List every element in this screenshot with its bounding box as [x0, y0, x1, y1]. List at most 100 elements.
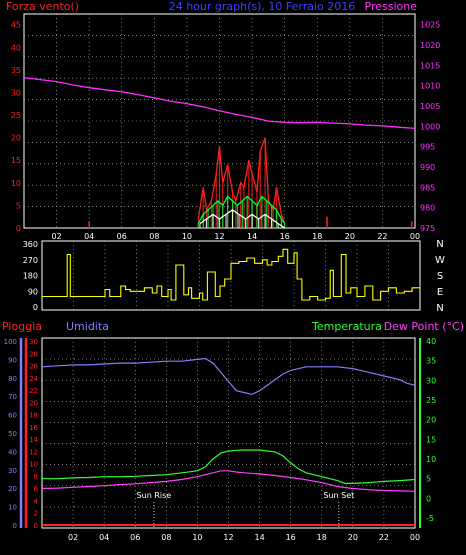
humidity-tick-label: 50 — [8, 430, 17, 438]
sun-marker-label: Sun Rise — [137, 491, 172, 500]
temp-tick-label: 25 — [426, 396, 436, 405]
x-tick-label: 18 — [312, 232, 322, 241]
humidity-label: Umidita — [66, 320, 109, 333]
wind-gust-line — [199, 209, 286, 229]
x-tick-label: 14 — [247, 232, 257, 241]
direction-tick-label: 180 — [23, 272, 38, 281]
dew-point-line — [41, 470, 416, 492]
x-tick-label: 10 — [192, 533, 202, 542]
pressure-tick-label: 1000 — [420, 122, 440, 131]
direction-tick-label: 360 — [23, 240, 38, 249]
x-tick-label: 18 — [317, 533, 327, 542]
temp-tick-label: 5 — [426, 475, 431, 484]
pressure-tick-label: 1025 — [420, 21, 440, 30]
wind-direction-line — [42, 248, 421, 301]
pressure-tick-label: 975 — [420, 224, 435, 233]
direction-tick-label: 90 — [28, 287, 38, 296]
x-tick-label: 00 — [410, 533, 420, 542]
temp-tick-label: 35 — [426, 357, 436, 366]
x-tick-label: 08 — [149, 232, 159, 241]
temperature-label: Temperatura — [311, 320, 382, 333]
x-tick-label: 06 — [130, 533, 140, 542]
x-tick-label: 06 — [117, 232, 127, 241]
pressure-tick-label: 990 — [420, 163, 435, 172]
pressure-tick-label: 995 — [420, 143, 435, 152]
rain-tick-label: 28 — [29, 350, 38, 358]
temp-tick-label: 40 — [426, 337, 436, 346]
x-tick-label: 14 — [254, 533, 264, 542]
x-tick-label: 16 — [286, 533, 296, 542]
x-tick-label: 12 — [223, 533, 233, 542]
temperature-line — [42, 449, 416, 484]
x-tick-label: 02 — [51, 232, 61, 241]
rain-tick-label: 20 — [29, 399, 38, 407]
direction-tick-label: 270 — [23, 256, 38, 265]
chart-title: 24 hour graph(s), 10 Ferraio 2016 — [169, 0, 356, 13]
humidity-tick-label: 10 — [8, 504, 17, 512]
x-tick-label: 22 — [379, 533, 389, 542]
wind-tick-label: 30 — [11, 88, 21, 97]
x-tick-label: 12 — [214, 232, 224, 241]
rain-tick-label: 30 — [29, 338, 38, 346]
temp-tick-label: -5 — [426, 514, 434, 523]
humidity-tick-label: 60 — [8, 412, 17, 420]
compass-label: N — [436, 303, 443, 314]
x-tick-label: 20 — [345, 232, 355, 241]
temp-tick-label: 30 — [426, 376, 436, 385]
rain-tick-label: 0 — [34, 522, 38, 530]
rain-tick-label: 18 — [29, 412, 38, 420]
direction-tick-label: 0 — [33, 303, 38, 312]
x-tick-label: 04 — [99, 533, 109, 542]
wind-tick-label: 0 — [16, 224, 21, 233]
dew-point-label: Dew Point (°C) — [384, 320, 464, 333]
humidity-tick-label: 20 — [8, 485, 17, 493]
wind-tick-label: 45 — [11, 21, 21, 30]
wind-tick-label: 15 — [11, 156, 21, 165]
rain-tick-label: 12 — [29, 448, 38, 456]
wind-tick-label: 35 — [11, 66, 21, 75]
sun-marker-label: Sun Set — [323, 491, 354, 500]
rain-tick-label: 10 — [29, 461, 38, 469]
pressure-tick-label: 1020 — [420, 41, 440, 50]
humidity-tick-label: 30 — [8, 467, 17, 475]
humidity-line — [41, 357, 416, 396]
pressure-tick-label: 1010 — [420, 82, 440, 91]
wind-tick-label: 10 — [11, 179, 21, 188]
x-tick-label: 04 — [84, 232, 94, 241]
rain-tick-label: 4 — [34, 497, 39, 505]
pressure-tick-label: 980 — [420, 204, 435, 213]
rain-tick-label: 14 — [29, 436, 38, 444]
rain-tick-label: 16 — [29, 424, 38, 432]
x-tick-label: 20 — [348, 533, 358, 542]
wind-tick-label: 25 — [11, 111, 21, 120]
x-tick-label: 08 — [161, 533, 171, 542]
compass-label: N — [436, 239, 443, 250]
pressure-tick-label: 1005 — [420, 102, 440, 111]
rain-tick-label: 22 — [29, 387, 38, 395]
temp-tick-label: 15 — [426, 435, 436, 444]
humidity-tick-label: 0 — [13, 522, 17, 530]
x-tick-label: 10 — [182, 232, 192, 241]
compass-label: S — [437, 271, 443, 282]
rain-tick-label: 6 — [34, 485, 39, 493]
pressure-axis-label: Pressione — [365, 0, 418, 13]
rain-tick-label: 8 — [34, 473, 38, 481]
compass-label: W — [435, 255, 445, 266]
wind-axis-label: Forza vento() — [6, 0, 79, 13]
temp-tick-label: 10 — [426, 455, 436, 464]
x-tick-label: 16 — [280, 232, 290, 241]
pressure-tick-label: 1015 — [420, 61, 440, 70]
x-tick-label: 22 — [377, 232, 387, 241]
rain-tick-label: 24 — [29, 375, 38, 383]
humidity-tick-label: 90 — [8, 356, 17, 364]
pressure-line — [23, 76, 416, 130]
humidity-tick-label: 80 — [8, 375, 17, 383]
rain-tick-label: 26 — [29, 363, 38, 371]
compass-label: E — [437, 287, 443, 298]
rain-label: Pioggia — [2, 320, 42, 333]
x-tick-label: 02 — [68, 533, 78, 542]
temp-tick-label: 0 — [426, 494, 431, 503]
humidity-tick-label: 40 — [8, 448, 17, 456]
